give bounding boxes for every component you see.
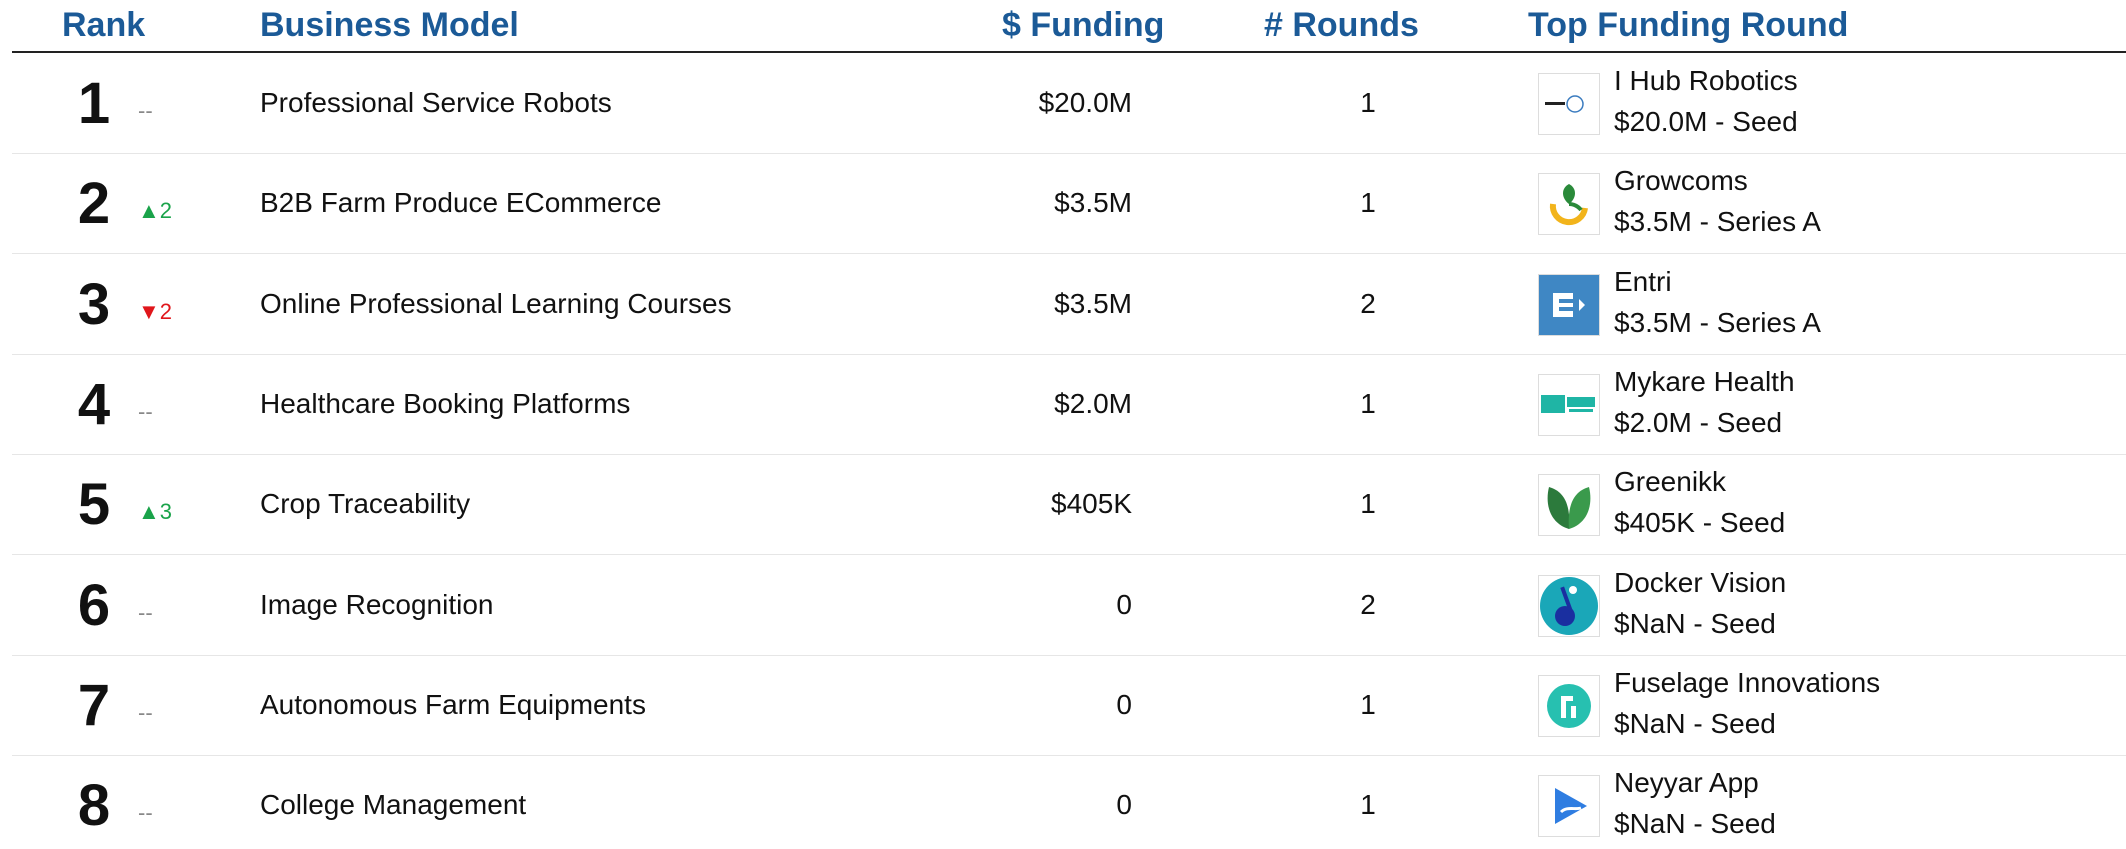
company-name: Docker Vision	[1614, 566, 1787, 598]
business-model: B2B Farm Produce ECommerce	[260, 187, 662, 219]
company-logo	[1538, 373, 1600, 436]
header-top-round: Top Funding Round	[1528, 6, 1849, 44]
header-model: Business Model	[260, 6, 519, 44]
header-funding: $ Funding	[1002, 6, 1165, 44]
header-rounds: # Rounds	[1264, 6, 1419, 44]
rounds: 1	[1360, 187, 1376, 219]
rounds: 1	[1360, 688, 1376, 720]
funding: 0	[1116, 588, 1132, 620]
rank-change: ▲3	[138, 499, 173, 525]
rank: 3	[77, 271, 111, 337]
company-logo	[1538, 674, 1600, 737]
business-model: Healthcare Booking Platforms	[260, 387, 631, 419]
funding: $405K	[1051, 488, 1132, 520]
company-logo	[1538, 173, 1600, 236]
funding: $2.0M	[1054, 387, 1132, 419]
business-model: Crop Traceability	[260, 488, 471, 520]
row-divider	[12, 654, 2126, 656]
rounds: 1	[1360, 488, 1376, 520]
rank: 4	[77, 371, 111, 437]
rank-change: --	[138, 699, 153, 725]
funding-round: $2.0M - Seed	[1614, 406, 1783, 438]
funding-round: $NaN - Seed	[1614, 707, 1776, 739]
rounds: 1	[1360, 789, 1376, 821]
rank: 6	[77, 572, 111, 638]
funding-round: $20.0M - Seed	[1614, 106, 1798, 137]
business-model: Professional Service Robots	[260, 87, 612, 118]
company-logo	[1538, 474, 1600, 537]
company-name: Mykare Health	[1614, 365, 1795, 397]
company-name: I Hub Robotics	[1614, 65, 1798, 96]
row-divider	[12, 453, 2126, 455]
rounds: 2	[1360, 588, 1376, 620]
rounds: 1	[1360, 387, 1376, 419]
business-model: Online Professional Learning Courses	[260, 287, 732, 319]
rank: 7	[77, 672, 111, 738]
rank: 8	[77, 773, 111, 839]
funding: 0	[1116, 789, 1132, 821]
funding: $20.0M	[1038, 87, 1132, 118]
business-model: Autonomous Farm Equipments	[260, 688, 646, 720]
rounds: 2	[1360, 287, 1376, 319]
rounds: 1	[1360, 87, 1376, 118]
funding: $3.5M	[1054, 187, 1132, 219]
company-logo	[1538, 574, 1600, 637]
company-name: Neyyar App	[1614, 767, 1759, 799]
funding-round: $NaN - Seed	[1614, 607, 1776, 639]
funding-round: $3.5M - Series A	[1614, 306, 1821, 338]
funding: 0	[1116, 688, 1132, 720]
business-model: College Management	[260, 789, 527, 821]
company-name: Growcoms	[1614, 165, 1748, 197]
funding-round: $3.5M - Series A	[1614, 206, 1821, 238]
row-divider	[12, 353, 2126, 355]
rank: 5	[77, 472, 111, 538]
rank-change: --	[138, 398, 153, 424]
rank-change: ▼2	[138, 298, 173, 324]
row-divider	[12, 253, 2126, 255]
rank-change: --	[138, 800, 153, 826]
funding-round: $NaN - Seed	[1614, 808, 1776, 840]
company-name: Entri	[1614, 265, 1672, 297]
rank: 1	[77, 71, 111, 136]
rank-change: --	[138, 98, 153, 123]
company-name: Greenikk	[1614, 466, 1727, 498]
rank: 2	[77, 171, 111, 237]
row-divider	[12, 754, 2126, 756]
row-divider	[12, 554, 2126, 556]
company-logo	[1538, 73, 1600, 135]
rank-change: --	[138, 599, 153, 625]
funding: $3.5M	[1054, 287, 1132, 319]
company-name: Fuselage Innovations	[1614, 666, 1881, 698]
header-rule	[12, 51, 2126, 53]
company-logo	[1538, 775, 1600, 838]
company-logo	[1538, 273, 1600, 336]
header-rank: Rank	[62, 6, 146, 44]
row-divider	[12, 153, 2126, 154]
rank-change: ▲2	[138, 198, 173, 224]
funding-round: $405K - Seed	[1614, 507, 1786, 539]
business-model: Image Recognition	[260, 588, 494, 620]
